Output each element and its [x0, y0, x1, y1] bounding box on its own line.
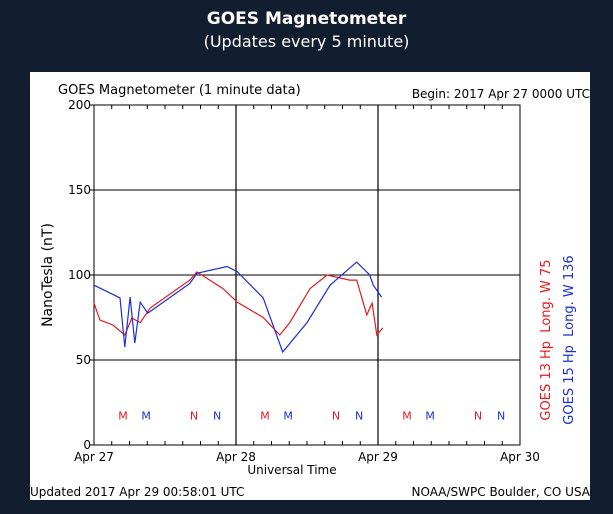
y-axis-label: NanoTesla (nT) — [40, 223, 56, 327]
legend-goes15: GOES 15 Hp Long. W 136 — [562, 255, 577, 424]
series-line-goes13 — [93, 271, 384, 337]
marker-n: N — [190, 410, 198, 423]
y-tick-label: 50 — [76, 353, 91, 367]
page-subtitle: (Updates every 5 minute) — [203, 32, 410, 51]
y-tick-label: 200 — [68, 98, 91, 112]
x-axis-label: Universal Time — [247, 463, 336, 477]
x-tick-label: Apr 27 — [74, 450, 114, 464]
page-title: GOES Magnetometer — [206, 9, 407, 29]
begin-label: Begin: 2017 Apr 27 0000 UTC — [412, 87, 590, 101]
legend-goes13: GOES 13 Hp Long. W 75 — [539, 259, 554, 420]
magnetometer-chart: GOES Magnetometer (1 minute data) Begin:… — [30, 83, 591, 499]
chart-title: GOES Magnetometer (1 minute data) — [58, 83, 301, 98]
marker-m: M — [402, 410, 412, 423]
marker-n: N — [355, 410, 363, 423]
marker-n: N — [474, 410, 482, 423]
x-tick-label: Apr 28 — [216, 450, 256, 464]
y-tick-label: 100 — [68, 268, 91, 282]
marker-m: M — [425, 410, 435, 423]
x-tick-label: Apr 29 — [358, 450, 398, 464]
footer-credit: NOAA/SWPC Boulder, CO USA — [412, 485, 590, 499]
marker-m: M — [260, 410, 270, 423]
marker-m: M — [118, 410, 128, 423]
marker-m: M — [283, 410, 293, 423]
y-tick-label: 150 — [68, 183, 91, 197]
chart-panel: GOES Magnetometer (1 minute data) Begin:… — [30, 72, 591, 500]
series-line-goes15 — [93, 261, 383, 354]
x-tick-label: Apr 30 — [500, 450, 540, 464]
footer-updated: Updated 2017 Apr 29 00:58:01 UTC — [30, 485, 244, 499]
marker-n: N — [332, 410, 340, 423]
y-tick-label: 0 — [83, 438, 91, 452]
marker-m: M — [141, 410, 151, 423]
marker-n: N — [213, 410, 221, 423]
marker-n: N — [497, 410, 505, 423]
